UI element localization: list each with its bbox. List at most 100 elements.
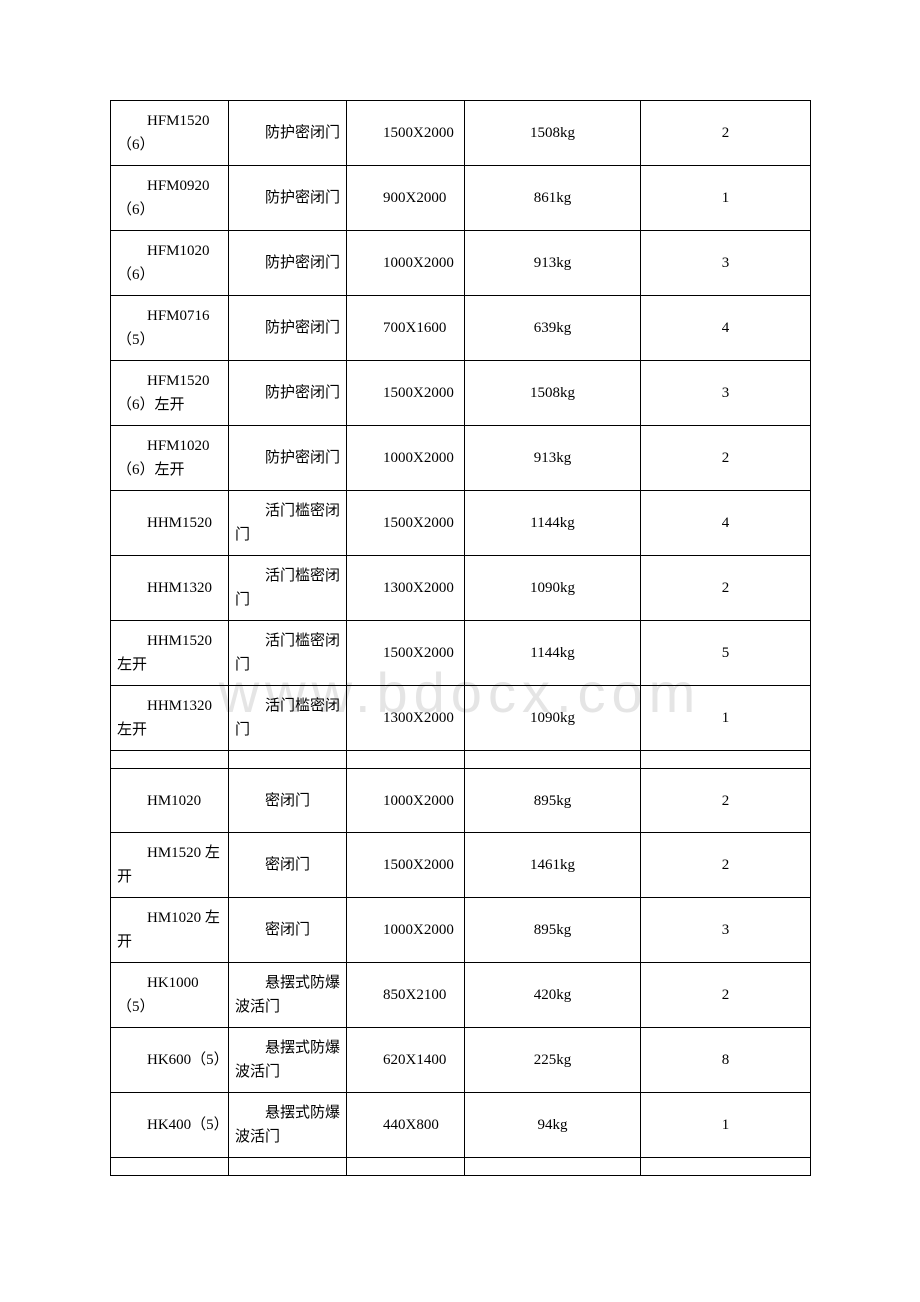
table-cell: 895kg xyxy=(465,769,641,833)
table-cell: 1000X2000 xyxy=(347,898,465,963)
table-cell: 密闭门 xyxy=(229,833,347,898)
table-cell: 913kg xyxy=(465,231,641,296)
table-cell: 700X1600 xyxy=(347,296,465,361)
table-row xyxy=(111,751,811,769)
table-cell: HHM1520 左开 xyxy=(111,621,229,686)
table-cell: 1300X2000 xyxy=(347,556,465,621)
table-row xyxy=(111,1158,811,1176)
table-cell: 895kg xyxy=(465,898,641,963)
table-cell: 2 xyxy=(641,101,811,166)
table-cell: 225kg xyxy=(465,1028,641,1093)
table-cell: 1500X2000 xyxy=(347,621,465,686)
table-cell: 1500X2000 xyxy=(347,833,465,898)
table-cell: 防护密闭门 xyxy=(229,426,347,491)
table-row: HK1000（5）悬摆式防爆波活门850X2100420kg2 xyxy=(111,963,811,1028)
table-cell: 1000X2000 xyxy=(347,769,465,833)
table-cell: 密闭门 xyxy=(229,898,347,963)
table-cell: 防护密闭门 xyxy=(229,231,347,296)
table-cell: HFM1020（6）左开 xyxy=(111,426,229,491)
spacer-cell xyxy=(111,1158,229,1176)
table-row: HHM1520 左开活门槛密闭门1500X20001144kg5 xyxy=(111,621,811,686)
table-cell: 3 xyxy=(641,361,811,426)
table-cell: 1 xyxy=(641,686,811,751)
spec-table: HFM1520（6）防护密闭门1500X20001508kg2HFM0920（6… xyxy=(110,100,811,1176)
table-cell: 1508kg xyxy=(465,361,641,426)
table-cell: 4 xyxy=(641,491,811,556)
table-cell: 防护密闭门 xyxy=(229,361,347,426)
table-cell: 850X2100 xyxy=(347,963,465,1028)
table-cell: HHM1320 xyxy=(111,556,229,621)
spacer-cell xyxy=(465,1158,641,1176)
table-cell: 1500X2000 xyxy=(347,101,465,166)
table-cell: 1 xyxy=(641,166,811,231)
table-cell: 3 xyxy=(641,898,811,963)
table-cell: 3 xyxy=(641,231,811,296)
table-cell: 639kg xyxy=(465,296,641,361)
table-cell: 活门槛密闭门 xyxy=(229,621,347,686)
table-cell: HHM1520 xyxy=(111,491,229,556)
table-row: HHM1320活门槛密闭门1300X20001090kg2 xyxy=(111,556,811,621)
table-cell: 防护密闭门 xyxy=(229,101,347,166)
table-row: HM1020密闭门1000X2000895kg2 xyxy=(111,769,811,833)
table-cell: HHM1320 左开 xyxy=(111,686,229,751)
table-cell: 1090kg xyxy=(465,686,641,751)
table-cell: 防护密闭门 xyxy=(229,296,347,361)
table-cell: 1500X2000 xyxy=(347,491,465,556)
table-cell: 440X800 xyxy=(347,1093,465,1158)
table-cell: 94kg xyxy=(465,1093,641,1158)
table-cell: 1090kg xyxy=(465,556,641,621)
table-cell: HFM0920（6） xyxy=(111,166,229,231)
table-cell: 悬摆式防爆波活门 xyxy=(229,1028,347,1093)
table-cell: HFM1520（6） xyxy=(111,101,229,166)
table-cell: 1500X2000 xyxy=(347,361,465,426)
table-cell: 2 xyxy=(641,833,811,898)
table-cell: 913kg xyxy=(465,426,641,491)
table-cell: 悬摆式防爆波活门 xyxy=(229,963,347,1028)
table-cell: HM1520 左开 xyxy=(111,833,229,898)
table-cell: HK600（5） xyxy=(111,1028,229,1093)
table-row: HFM1020（6）左开防护密闭门1000X2000913kg2 xyxy=(111,426,811,491)
table-cell: HK1000（5） xyxy=(111,963,229,1028)
spacer-cell xyxy=(641,1158,811,1176)
table-cell: 1461kg xyxy=(465,833,641,898)
table-row: HFM1520（6）左开防护密闭门1500X20001508kg3 xyxy=(111,361,811,426)
table-cell: 1508kg xyxy=(465,101,641,166)
table-cell: 2 xyxy=(641,556,811,621)
table-row: HFM0920（6）防护密闭门900X2000861kg1 xyxy=(111,166,811,231)
table-row: HHM1520活门槛密闭门1500X20001144kg4 xyxy=(111,491,811,556)
table-cell: 2 xyxy=(641,769,811,833)
spacer-cell xyxy=(111,751,229,769)
spacer-cell xyxy=(465,751,641,769)
table-row: HFM1020（6）防护密闭门1000X2000913kg3 xyxy=(111,231,811,296)
table-cell: 1144kg xyxy=(465,621,641,686)
table-container: HFM1520（6）防护密闭门1500X20001508kg2HFM0920（6… xyxy=(110,100,810,1176)
table-cell: HFM0716（5） xyxy=(111,296,229,361)
table-cell: HFM1520（6）左开 xyxy=(111,361,229,426)
table-cell: 1000X2000 xyxy=(347,426,465,491)
table-cell: 420kg xyxy=(465,963,641,1028)
table-cell: HM1020 xyxy=(111,769,229,833)
table-row: HHM1320 左开活门槛密闭门1300X20001090kg1 xyxy=(111,686,811,751)
table-row: HK600（5）悬摆式防爆波活门620X1400225kg8 xyxy=(111,1028,811,1093)
spacer-cell xyxy=(347,751,465,769)
spacer-cell xyxy=(347,1158,465,1176)
table-row: HK400（5）悬摆式防爆波活门440X80094kg1 xyxy=(111,1093,811,1158)
table-cell: 密闭门 xyxy=(229,769,347,833)
table-cell: 4 xyxy=(641,296,811,361)
table-cell: 2 xyxy=(641,426,811,491)
table-cell: 1000X2000 xyxy=(347,231,465,296)
table-cell: 2 xyxy=(641,963,811,1028)
table-cell: 1300X2000 xyxy=(347,686,465,751)
table-cell: 1 xyxy=(641,1093,811,1158)
table-cell: 620X1400 xyxy=(347,1028,465,1093)
table-cell: 861kg xyxy=(465,166,641,231)
spacer-cell xyxy=(641,751,811,769)
spacer-cell xyxy=(229,751,347,769)
table-row: HM1020 左开密闭门1000X2000895kg3 xyxy=(111,898,811,963)
table-cell: 活门槛密闭门 xyxy=(229,686,347,751)
table-row: HFM1520（6）防护密闭门1500X20001508kg2 xyxy=(111,101,811,166)
table-cell: HFM1020（6） xyxy=(111,231,229,296)
table-cell: 活门槛密闭门 xyxy=(229,491,347,556)
table-cell: 8 xyxy=(641,1028,811,1093)
table-cell: 防护密闭门 xyxy=(229,166,347,231)
